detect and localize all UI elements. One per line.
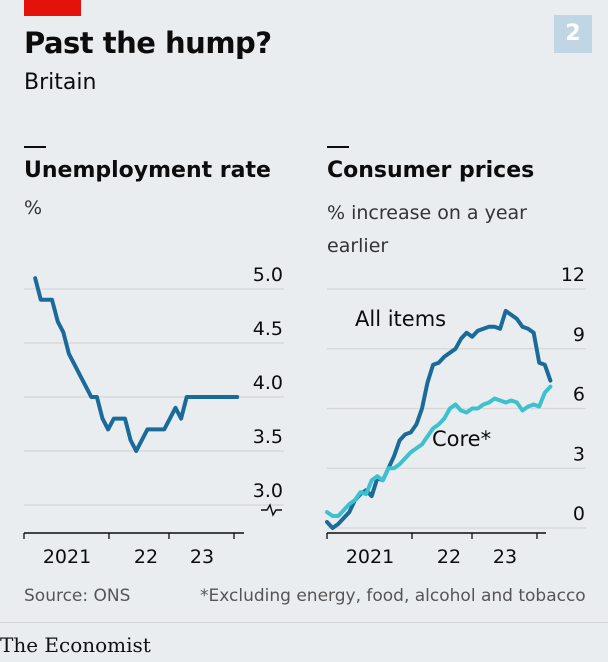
unemployment-x-tick-label: 23 bbox=[190, 546, 214, 568]
cpi-x-tick-label: 2021 bbox=[346, 546, 394, 568]
left-chart-title: Unemployment rate bbox=[24, 158, 271, 183]
right-panel-rule bbox=[327, 146, 349, 148]
cpi-x-tick-label: 23 bbox=[493, 546, 517, 568]
cpi-y-tick-label: 0 bbox=[573, 503, 585, 525]
cpi-series-label: All items bbox=[355, 307, 446, 331]
cpi-series-label: Core* bbox=[432, 427, 491, 451]
cpi-x-tick-label: 22 bbox=[437, 546, 461, 568]
unemployment-series-line-0 bbox=[33, 276, 240, 453]
source-note: Source: ONS bbox=[24, 586, 131, 606]
broken-axis-icon bbox=[261, 503, 282, 517]
brand-red-tag bbox=[24, 0, 81, 16]
unemployment-y-tick-label: 5.0 bbox=[253, 264, 283, 286]
unemployment-x-tick-label: 2021 bbox=[43, 546, 91, 568]
unemployment-y-tick-label: 3.0 bbox=[253, 480, 283, 502]
cpi-y-tick-label: 12 bbox=[561, 264, 585, 286]
economist-logo: The Economist bbox=[0, 633, 151, 657]
right-chart-title: Consumer prices bbox=[327, 158, 535, 183]
page-subtitle: Britain bbox=[24, 70, 97, 95]
cpi-y-tick-label: 6 bbox=[573, 384, 585, 406]
chart-number-badge: 2 bbox=[554, 15, 592, 53]
logo-divider bbox=[0, 622, 608, 623]
footnote: *Excluding energy, food, alcohol and tob… bbox=[200, 586, 586, 606]
left-panel-rule bbox=[24, 146, 46, 148]
cpi-series-line-1 bbox=[325, 384, 553, 518]
unemployment-x-tick-label: 22 bbox=[134, 546, 158, 568]
unemployment-y-tick-label: 4.5 bbox=[253, 318, 283, 340]
left-chart-unit: % bbox=[24, 197, 43, 219]
cpi-y-tick-label: 9 bbox=[573, 324, 585, 346]
right-chart-unit: % increase on a year earlier bbox=[327, 202, 527, 257]
cpi-y-tick-label: 3 bbox=[573, 443, 585, 465]
page-title: Past the hump? bbox=[24, 26, 272, 60]
unemployment-y-tick-label: 3.5 bbox=[253, 426, 283, 448]
unemployment-y-tick-label: 4.0 bbox=[253, 372, 283, 394]
